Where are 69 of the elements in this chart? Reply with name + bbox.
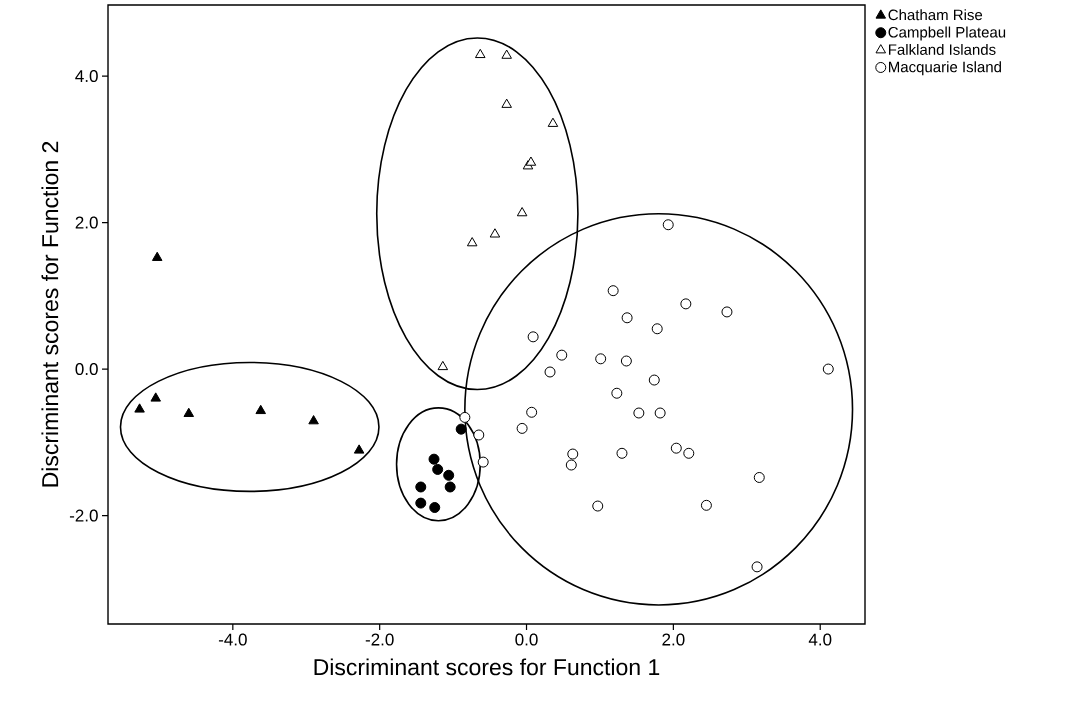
- point: [183, 407, 195, 417]
- point: [620, 355, 632, 367]
- point: [567, 448, 579, 460]
- point: [489, 228, 501, 238]
- point: [616, 447, 628, 459]
- point: [592, 500, 604, 512]
- point: [516, 422, 528, 434]
- point: [721, 306, 733, 318]
- x-tick-label: 0.0: [515, 633, 538, 646]
- point: [475, 48, 486, 59]
- point: [753, 471, 765, 483]
- point: [308, 415, 319, 425]
- point: [544, 366, 556, 378]
- x-axis-title: Discriminant scores for Function 1: [314, 658, 660, 676]
- point: [607, 285, 619, 297]
- point: [633, 407, 645, 419]
- point: [556, 349, 568, 361]
- point: [437, 360, 449, 371]
- point: [151, 251, 163, 261]
- point: [353, 444, 365, 454]
- point: [651, 323, 663, 335]
- point: [527, 331, 539, 343]
- point: [428, 453, 440, 465]
- point: [670, 442, 682, 454]
- point: [415, 497, 427, 509]
- point: [255, 404, 266, 415]
- point: [501, 98, 512, 108]
- point: [444, 481, 456, 493]
- point: [662, 219, 674, 231]
- point: [648, 374, 660, 386]
- point: [683, 447, 695, 459]
- point: [134, 403, 145, 413]
- y-tick-label: -2.0: [69, 509, 98, 522]
- x-tick-label: -2.0: [365, 633, 394, 646]
- legend-label: Campbell Plateau: [888, 26, 1006, 41]
- y-tick-label: 4.0: [75, 70, 98, 83]
- legend-label: Macquarie Island: [888, 61, 1001, 76]
- y-axis-title: Discriminant scores for Function 2: [41, 141, 59, 487]
- point: [150, 392, 161, 402]
- point: [526, 406, 538, 418]
- point: [429, 502, 441, 514]
- x-tick-label: -4.0: [218, 633, 247, 646]
- point: [565, 459, 577, 471]
- point: [501, 49, 512, 59]
- legend-label: Falkland Islands: [888, 43, 996, 55]
- point: [611, 387, 623, 399]
- point: [455, 423, 467, 435]
- point: [595, 353, 607, 365]
- point: [432, 463, 444, 475]
- point: [621, 312, 633, 324]
- y-tick-label: 0.0: [75, 363, 98, 376]
- point: [443, 469, 455, 481]
- legend-label: Chatham Rise: [888, 9, 983, 21]
- x-tick-label: 2.0: [662, 633, 685, 646]
- point: [822, 363, 834, 375]
- point: [751, 561, 763, 573]
- point: [547, 117, 559, 127]
- point: [477, 456, 489, 468]
- point: [680, 298, 692, 310]
- point: [516, 207, 528, 217]
- point: [654, 407, 666, 419]
- point: [415, 481, 427, 493]
- point: [459, 411, 471, 423]
- point: [700, 499, 712, 511]
- point: [466, 237, 478, 247]
- point: [473, 429, 485, 441]
- point: [525, 156, 537, 166]
- y-tick-label: 2.0: [75, 216, 98, 229]
- x-tick-label: 4.0: [808, 633, 832, 646]
